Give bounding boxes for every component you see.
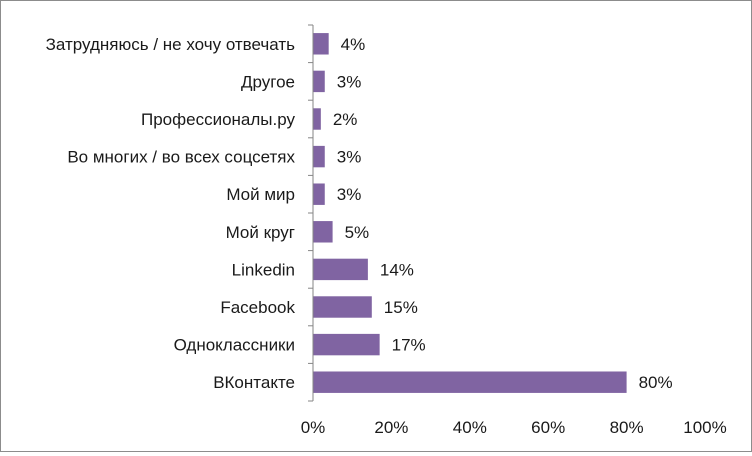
category-labels: Затрудняюсь / не хочу отвечать Другое Проф… <box>46 35 296 392</box>
x-tick-labels: 0% 20% 40% 60% 80% 100% <box>301 418 727 437</box>
x-tick-label: 40% <box>453 418 487 437</box>
bar <box>313 108 321 130</box>
bar <box>313 70 325 93</box>
x-tick-label: 0% <box>301 418 326 437</box>
x-tick-label: 20% <box>374 418 408 437</box>
value-label: 17% <box>392 336 426 355</box>
bar <box>313 145 325 168</box>
category-label: Мой мир <box>226 185 295 204</box>
category-label: Профессионалы.ру <box>141 110 295 129</box>
value-label: 15% <box>384 298 418 317</box>
value-label: 80% <box>639 373 673 392</box>
x-tick-label: 100% <box>683 418 726 437</box>
bar <box>313 296 372 318</box>
value-label: 3% <box>337 185 362 204</box>
bar <box>313 371 627 393</box>
category-label: Linkedin <box>232 260 295 279</box>
value-label: 2% <box>333 110 358 129</box>
bars-group <box>313 33 627 393</box>
category-label: ВКонтакте <box>213 373 295 392</box>
value-label: 4% <box>341 35 366 54</box>
category-label: Одноклассники <box>174 336 295 355</box>
bar <box>313 333 380 356</box>
bar <box>313 183 325 205</box>
category-label: Мой круг <box>226 223 295 242</box>
value-label: 5% <box>345 223 370 242</box>
category-label: Facebook <box>220 298 295 317</box>
axes-group <box>308 24 314 402</box>
category-label: Во многих / во всех соцсетях <box>67 148 295 167</box>
value-label: 3% <box>337 148 362 167</box>
category-label: Затрудняюсь / не хочу отвечать <box>46 35 295 54</box>
bar <box>313 258 368 281</box>
bar <box>313 33 329 55</box>
value-labels: 4% 3% 2% 3% 3% 5% 14% 15% 17% 80% <box>333 35 673 392</box>
bar <box>313 221 333 243</box>
x-tick-label: 80% <box>610 418 644 437</box>
category-label: Другое <box>241 72 295 91</box>
x-tick-label: 60% <box>531 418 565 437</box>
value-label: 3% <box>337 72 362 91</box>
value-label: 14% <box>380 260 414 279</box>
